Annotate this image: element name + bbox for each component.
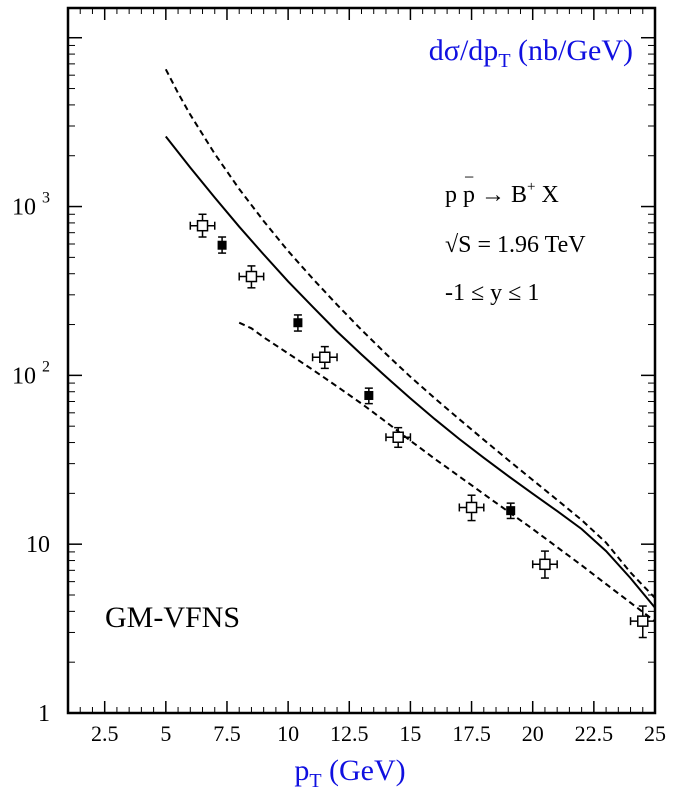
filled-square-marker (506, 506, 516, 516)
filled-square-marker (293, 318, 303, 328)
y-tick-base: 1 (38, 701, 50, 727)
process-text: p p → B (445, 182, 527, 208)
x-axis-label-unit: (GeV) (322, 754, 406, 787)
data-point-open-square (189, 213, 216, 238)
chart-title-sub: T (498, 50, 510, 72)
rapidity-annotation: -1 ≤ y ≤ 1 (445, 280, 539, 306)
y-tick-label: 10 3 (12, 190, 50, 221)
y-tick-label: 10 2 (12, 358, 50, 389)
y-tick-exponent: 2 (42, 358, 50, 375)
theory-curve-band-1 (164, 68, 656, 599)
data-point-open-square (238, 265, 265, 289)
energy-annotation: √S = 1.96 TeV (445, 232, 586, 258)
data-point-open-square (385, 426, 412, 449)
x-tick-label: 12.5 (330, 721, 369, 746)
x-tick-label: 20 (522, 721, 544, 746)
chart-title-unit: (nb/GeV) (511, 34, 633, 67)
x-tick-label: 25 (644, 721, 666, 746)
open-square-marker (392, 431, 404, 443)
x-tick-label: 10 (277, 721, 299, 746)
x-axis-label-main: p (294, 754, 309, 787)
data-point-filled-square (293, 314, 303, 332)
open-square-marker (196, 219, 209, 232)
x-axis-ticks: 2.5 5 7.5 10 12.5 15 17.5 20 22.5 25 (79, 8, 666, 746)
chart-title: dσ/dpT (nb/GeV) (429, 34, 633, 72)
x-tick-label: 2.5 (91, 721, 119, 746)
data-point-open-square (629, 605, 656, 639)
process-antiproton-bar: − (464, 167, 474, 187)
theory-curve-central (165, 135, 656, 609)
data-point-open-square (311, 345, 338, 370)
y-tick-base: 10 (12, 363, 42, 389)
x-tick-label: 17.5 (452, 721, 491, 746)
chart-title-main: dσ/dp (429, 34, 499, 67)
filled-square-marker (217, 240, 227, 250)
x-tick-label: 22.5 (575, 721, 614, 746)
x-tick-label: 7.5 (213, 721, 241, 746)
open-square-marker (539, 558, 551, 571)
theory-curve-band-2 (238, 321, 656, 622)
y-tick-base: 10 (12, 195, 42, 221)
process-sup: + (527, 179, 535, 195)
filled-square-marker (364, 390, 374, 400)
scheme-label: GM-VFNS (105, 601, 240, 634)
x-tick-label: 5 (160, 721, 171, 746)
process-tail: X (535, 182, 558, 208)
data-point-open-square (458, 494, 485, 522)
data-point-filled-square (364, 387, 374, 405)
theory-curves (164, 68, 656, 622)
x-axis-label: pT (GeV) (294, 754, 405, 792)
open-square-marker (637, 615, 649, 627)
data-points (189, 213, 656, 639)
data-point-open-square (531, 550, 558, 579)
process-annotation: p p → B+ X (445, 179, 559, 208)
open-square-marker (319, 351, 331, 364)
open-square-marker (245, 270, 258, 283)
data-point-filled-square (217, 236, 227, 254)
y-tick-label: 1 (38, 701, 50, 727)
x-axis-label-sub: T (309, 770, 321, 792)
x-tick-label: 15 (399, 721, 421, 746)
open-square-marker (465, 501, 478, 514)
data-point-filled-square (506, 502, 516, 520)
y-tick-base: 10 (26, 532, 50, 558)
y-tick-exponent: 3 (42, 190, 50, 207)
y-tick-label: 10 (26, 532, 50, 558)
